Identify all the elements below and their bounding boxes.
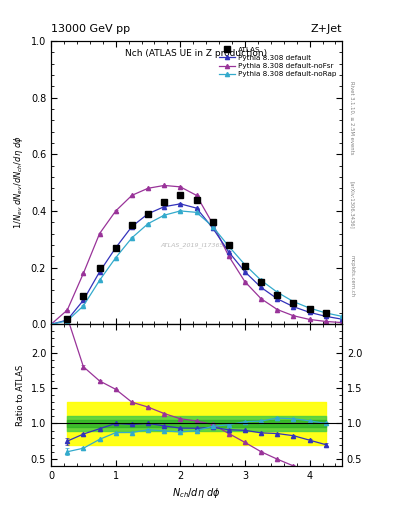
Text: [arXiv:1306.3436]: [arXiv:1306.3436] [349,181,354,229]
Text: Z+Jet: Z+Jet [310,24,342,34]
Text: 13000 GeV pp: 13000 GeV pp [51,24,130,34]
X-axis label: $N_{ch}/d\eta$ $d\phi$: $N_{ch}/d\eta$ $d\phi$ [172,486,221,500]
Text: Nch (ATLAS UE in Z production): Nch (ATLAS UE in Z production) [125,50,268,58]
Text: mcplots.cern.ch: mcplots.cern.ch [349,255,354,297]
Text: Rivet 3.1.10, ≥ 2.5M events: Rivet 3.1.10, ≥ 2.5M events [349,81,354,155]
Y-axis label: Ratio to ATLAS: Ratio to ATLAS [16,365,25,425]
Legend: ATLAS, Pythia 8.308 default, Pythia 8.308 default-noFsr, Pythia 8.308 default-no: ATLAS, Pythia 8.308 default, Pythia 8.30… [217,45,338,80]
Text: ATLAS_2019_I1736531: ATLAS_2019_I1736531 [161,242,232,248]
Y-axis label: $1/N_{ev}$ $dN_{ev}/dN_{ch}/d\eta$ $d\phi$: $1/N_{ev}$ $dN_{ev}/dN_{ch}/d\eta$ $d\ph… [12,136,25,229]
